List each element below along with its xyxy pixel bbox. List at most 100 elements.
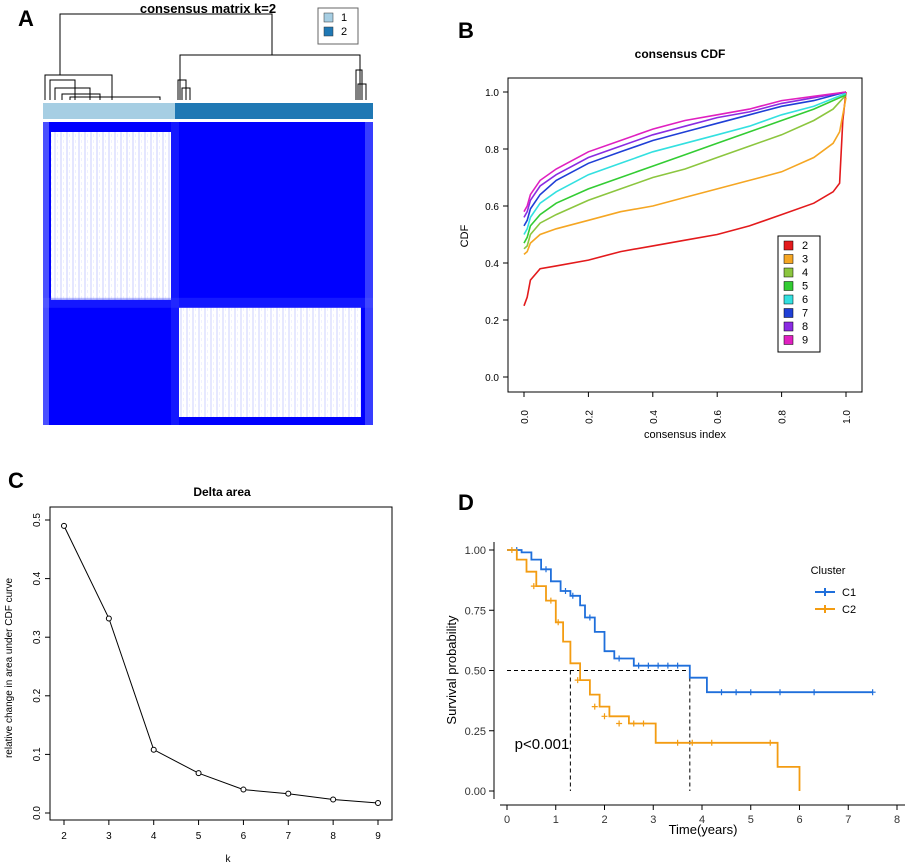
- delta-plot-frame: [49, 506, 393, 821]
- delta-point-8: [330, 796, 337, 803]
- km-ytick-label-2: 0.50: [465, 666, 486, 678]
- delta-ytick-label-0: 0.0: [32, 806, 43, 820]
- delta-line: [63, 525, 379, 804]
- km-censor-C1: [674, 662, 681, 669]
- km-censor-C1: [562, 587, 569, 594]
- km-censor-C1: [586, 614, 593, 621]
- km-xtick-label-7: 7: [845, 814, 851, 826]
- km-censor-C2: [601, 713, 608, 720]
- dendrogram-right-leaves: [177, 69, 367, 100]
- delta-xtick-label-6: 8: [330, 831, 336, 842]
- cdf-series-4: [523, 94, 847, 250]
- cdf-legend-label-2: 2: [802, 240, 808, 252]
- km-censor-C1: [664, 662, 671, 669]
- cdf-legend-label-8: 8: [802, 321, 808, 333]
- km-xtick-label-8: 8: [894, 814, 900, 826]
- km-censor-C1: [645, 662, 652, 669]
- delta-point-4: [150, 746, 157, 753]
- cdf-ytick-label-5: 1.0: [485, 88, 499, 99]
- delta-title: Delta area: [193, 485, 251, 499]
- km-legend-title: Cluster: [811, 565, 846, 577]
- matrix-edge-left: [43, 122, 49, 425]
- cdf-legend-swatch-6: [783, 294, 794, 305]
- cdf-ytick-label-0: 0.0: [485, 373, 499, 384]
- km-censor-C2: [555, 619, 562, 626]
- matrix-boundary-h: [43, 297, 373, 308]
- cdf-legend-label-6: 6: [802, 294, 808, 306]
- cdf-xtick-label-5: 1.0: [842, 410, 853, 424]
- cdf-legend-swatch-3: [783, 254, 794, 264]
- cluster-bar-1: [43, 103, 175, 119]
- cdf-ytick-label-1: 0.2: [485, 316, 499, 327]
- cdf-legend-swatch-2: [783, 240, 794, 251]
- cdf-legend-swatch-5: [783, 281, 794, 291]
- km-xlabel: Time(years): [669, 822, 738, 837]
- km-legend-label-C1: C1: [842, 587, 856, 599]
- km-censor-C2: [767, 739, 774, 746]
- cdf-xtick-label-3: 0.6: [713, 410, 724, 424]
- km-ytick-label-4: 1.00: [465, 545, 486, 557]
- cdf-ytick-label-2: 0.4: [485, 259, 499, 270]
- cdf-series-7: [523, 91, 847, 227]
- km-legend-label-C2: C2: [842, 604, 856, 616]
- km-censor-C1: [869, 689, 876, 696]
- cdf-series-9: [523, 91, 847, 213]
- cdf-ylabel: CDF: [459, 224, 471, 247]
- delta-ylabel: relative change in area under CDF curve: [4, 578, 15, 759]
- delta-xtick-label-5: 7: [286, 831, 292, 842]
- delta-ytick-label-2: 0.2: [32, 688, 43, 702]
- delta-point-9: [375, 800, 381, 807]
- km-censor-C1: [616, 655, 623, 662]
- matrix-block-noise-1: [51, 132, 171, 300]
- matrix-edge-right: [365, 122, 373, 425]
- delta-point-2: [61, 522, 67, 529]
- km-censor-C1: [747, 689, 754, 696]
- cdf-series-8: [523, 91, 847, 218]
- delta-xtick-label-1: 3: [106, 831, 112, 842]
- cdf-legend-label-7: 7: [802, 308, 808, 320]
- km-xtick-label-3: 3: [650, 814, 656, 826]
- delta-ytick-label-5: 0.5: [32, 513, 43, 527]
- delta-ytick-label-3: 0.3: [32, 630, 43, 644]
- km-censor-C1: [635, 662, 642, 669]
- delta-xtick-label-0: 2: [61, 831, 67, 842]
- km-censor-C2: [591, 703, 598, 710]
- km-legend-key-C1: [815, 588, 835, 596]
- panel-letter-a: A: [18, 6, 34, 31]
- delta-point-3: [105, 615, 112, 622]
- delta-point-7: [285, 790, 292, 797]
- cdf-plot-frame: [507, 77, 863, 393]
- km-ytick-label-1: 0.25: [465, 726, 486, 738]
- heatmap-legend-swatch-2: [323, 26, 334, 37]
- cdf-xlabel: consensus index: [644, 429, 726, 441]
- cdf-legend-swatch-8: [783, 321, 794, 332]
- delta-ytick-label-1: 0.1: [32, 747, 43, 761]
- km-ytick-label-3: 0.75: [465, 605, 486, 617]
- delta-xtick-label-3: 5: [196, 831, 202, 842]
- delta-xlabel: k: [226, 854, 232, 865]
- km-censor-C2: [616, 720, 623, 727]
- cdf-title: consensus CDF: [635, 47, 726, 61]
- cdf-legend-label-3: 3: [802, 254, 808, 266]
- heatmap-legend-label-1: 1: [341, 12, 347, 24]
- km-xtick-label-2: 2: [601, 814, 607, 826]
- cluster-bar-2: [175, 103, 373, 119]
- km-censor-C2: [530, 583, 537, 590]
- delta-xtick-label-4: 6: [241, 831, 247, 842]
- km-xtick-label-5: 5: [748, 814, 754, 826]
- panel-letter-d: D: [458, 490, 474, 515]
- dendrogram-left-branch: [44, 74, 113, 100]
- km-censor-C1: [733, 689, 740, 696]
- km-legend-key-C2: [815, 605, 835, 613]
- km-censor-C1: [718, 689, 725, 696]
- km-xtick-label-4: 4: [699, 814, 705, 826]
- km-pvalue: p<0.001: [515, 736, 570, 753]
- km-curve-C1: [507, 549, 873, 694]
- delta-ytick-label-4: 0.4: [32, 571, 43, 585]
- cdf-legend-swatch-4: [783, 267, 794, 278]
- panel-letter-b: B: [458, 18, 474, 43]
- km-censor-C1: [655, 662, 662, 669]
- heatmap-legend-label-2: 2: [341, 26, 347, 38]
- cdf-series-6: [523, 92, 847, 235]
